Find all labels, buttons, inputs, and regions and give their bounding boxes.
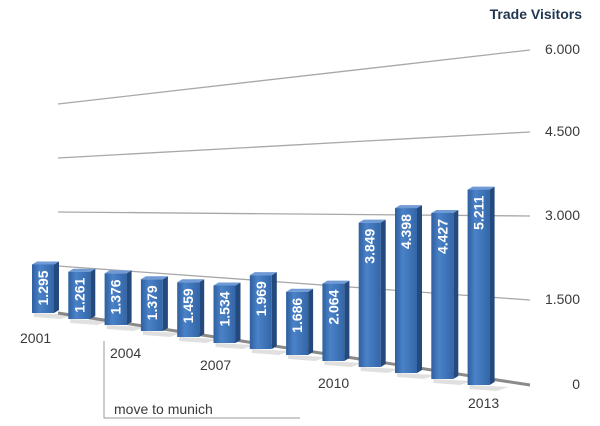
bar-2004: 1.379 [140,276,182,337]
bar-value-label: 5.211 [471,195,487,229]
bar-2002: 1.261 [68,268,110,325]
bars: 1.295 1.261 1.376 1.379 1.459 1.534 1.969 1.686… [32,186,509,391]
y-tick-label: 3.000 [544,207,580,223]
bar-value-label: 2.064 [325,289,341,324]
bar-2003: 1.376 [104,270,146,331]
bar-2009: 2.064 [322,280,364,367]
bar-value-label: 1.295 [35,270,51,305]
bar-value-label: 1.261 [71,278,87,313]
chart-title: Trade Visitors [489,6,582,22]
y-tick-label: 0 [572,376,580,392]
x-tick-label: 2007 [200,357,232,373]
bar-2008: 1.686 [286,288,328,361]
bar-2005: 1.459 [177,279,219,343]
bar-value-label: 1.379 [144,285,160,320]
bar-2007: 1.969 [249,272,291,355]
bar-value-label: 1.969 [253,281,269,316]
bar-value-label: 4.398 [398,214,414,249]
gridline-3 [57,131,531,159]
bar-value-label: 1.376 [108,279,124,314]
bar-2012: 4.427 [431,209,473,385]
annotation-label: move to munich [114,401,213,417]
bar-value-label: 3.849 [362,228,378,263]
y-tick-label: 1.500 [544,291,580,307]
y-tick-label: 6.000 [544,41,580,57]
bar-value-label: 1.459 [180,288,196,323]
annotation-bracket [103,341,300,419]
gridline-4 [57,49,531,105]
bar-value-label: 1.686 [289,298,305,333]
x-tick-label: 2013 [468,395,500,411]
gridline-2 [57,211,531,217]
bar-value-label: 1.534 [217,291,233,326]
x-tick-label: 2010 [318,375,350,391]
bar-2006: 1.534 [213,282,255,349]
bar-2010: 3.849 [358,219,400,373]
bar-2013: 5.211 [467,186,509,391]
bar-2001: 1.295 [32,261,73,319]
bar-2011: 4.398 [395,205,436,379]
bar-value-label: 4.427 [434,219,450,254]
y-tick-label: 4.500 [544,123,580,139]
x-tick-label: 2001 [20,330,52,346]
x-tick-label: 2004 [110,345,142,361]
